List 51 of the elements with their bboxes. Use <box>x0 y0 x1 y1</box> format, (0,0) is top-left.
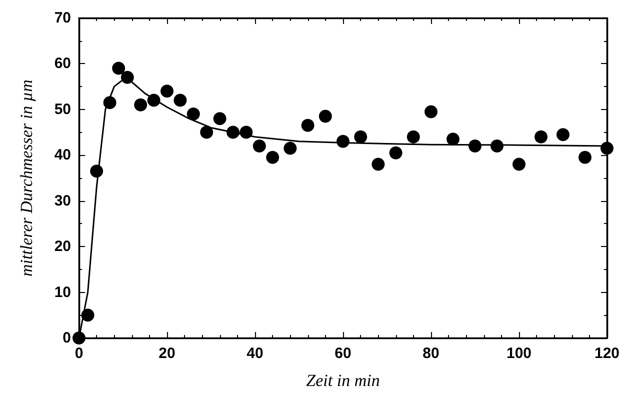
point <box>318 110 332 123</box>
point <box>266 150 280 164</box>
point <box>72 332 86 344</box>
y-tick-label: 0 <box>62 330 71 346</box>
y-tick-label: 60 <box>54 55 71 72</box>
point <box>534 130 548 144</box>
x-tick-label: 60 <box>334 345 352 362</box>
point <box>556 128 570 142</box>
point <box>512 158 526 171</box>
y-tick-label: 50 <box>54 100 71 118</box>
point <box>252 140 266 152</box>
point <box>424 105 438 118</box>
point <box>120 70 134 84</box>
point <box>134 98 148 112</box>
point <box>147 94 160 107</box>
point <box>389 146 402 160</box>
point <box>372 158 385 171</box>
point <box>186 108 200 120</box>
x-axis-title: Zeit in min <box>306 371 380 390</box>
point <box>600 142 614 155</box>
y-tick-label: 20 <box>54 238 71 256</box>
point <box>226 126 240 139</box>
point <box>103 96 116 110</box>
y-axis-title: mittlerer Durchmesser in µm <box>17 80 36 276</box>
point <box>81 308 94 322</box>
x-tick-label: 20 <box>158 345 176 362</box>
point <box>174 94 187 107</box>
point <box>160 84 174 98</box>
point <box>490 140 504 152</box>
point <box>406 130 420 144</box>
y-tick-label: 40 <box>54 146 71 164</box>
point <box>284 142 297 155</box>
y-tick-label: 70 <box>54 10 71 26</box>
x-tick-label: 40 <box>246 345 264 362</box>
point <box>468 140 482 152</box>
point <box>301 118 314 132</box>
x-tick-label: 120 <box>594 345 620 362</box>
point <box>446 132 460 146</box>
point <box>578 150 592 164</box>
point <box>90 164 104 178</box>
y-tick-label: 10 <box>54 284 71 301</box>
x-tick-label: 100 <box>506 345 532 362</box>
y-tick-label: 30 <box>54 192 71 210</box>
point <box>336 134 350 148</box>
point <box>213 112 226 126</box>
point <box>240 126 253 139</box>
point <box>112 62 126 75</box>
x-tick-label: 0 <box>74 345 84 362</box>
x-tick-label: 80 <box>422 345 440 362</box>
point <box>354 130 368 144</box>
point <box>200 126 214 139</box>
